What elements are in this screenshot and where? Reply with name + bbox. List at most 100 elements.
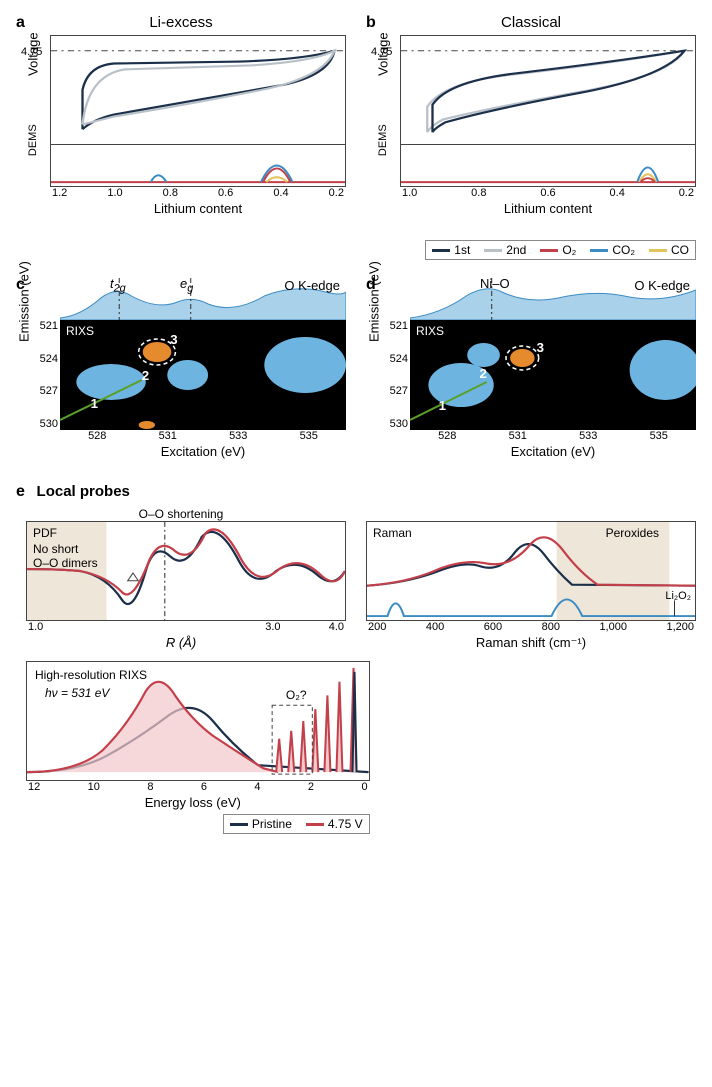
svg-text:1: 1 [439,398,446,413]
tick: 535 [650,430,668,442]
panel-e-title: Local probes [37,483,130,500]
tick: 1.0 [107,187,122,199]
tick: 0.2 [679,187,694,199]
legend-e: Pristine 4.75 V [223,814,370,834]
chart-a-voltage: Voltage 4.75 [50,35,346,145]
ticks-c-y: 521 524 527 530 [30,320,58,430]
panel-b-label: b [366,14,376,32]
tick: 3.0 [265,621,280,633]
svg-text:3: 3 [537,340,544,355]
tick: 527 [380,385,408,397]
ticks-c-x: 528 531 533 535 [60,430,346,442]
tick: 521 [30,320,58,332]
oo-short-label: O–O shortening [16,507,346,521]
okedge-label-d: O K-edge [634,278,690,293]
tick: 10 [88,781,100,793]
o2q-label: O₂? [286,688,307,702]
tick: 0.2 [329,187,344,199]
row-cd: c t2g eg O K-edge 521 524 527 530 [16,278,696,459]
panel-b: b Classical Voltage 4.75 DEMS [366,16,696,216]
legend-item: O₂ [540,243,576,257]
hrrixs-tag: High-resolution RIXS [35,668,147,682]
pdf-note1: No short [33,542,78,556]
ticks-d-x: 528 531 533 535 [410,430,696,442]
panel-c: c t2g eg O K-edge 521 524 527 530 [16,278,346,459]
tick: 6 [201,781,207,793]
t2g-label: t2g [110,276,126,295]
panel-d: d Ni–O O K-edge 521 524 527 530 Emission… [366,278,696,459]
tick: 8 [147,781,153,793]
legend-ab: 1st2ndO₂CO₂CO [425,240,696,260]
tick: 400 [426,621,444,633]
pdf-chart: O–O shortening PDF No short O–O dimers 1… [16,507,346,651]
tick: 0.4 [610,187,625,199]
panel-e: e Local probes O–O shortening PDF No sho… [16,483,696,834]
pdf-note2: O–O dimers [33,556,98,570]
ticks-a-x: 1.2 1.0 0.8 0.6 0.4 0.2 [50,187,346,199]
panel-a: a Li-excess Voltage 4.75 DEMS [16,16,346,216]
axis-d-x: Excitation (eV) [410,444,696,459]
row-ab: a Li-excess Voltage 4.75 DEMS [16,16,696,216]
tick: 0.8 [471,187,486,199]
tick: 800 [542,621,560,633]
panel-a-label: a [16,14,25,32]
axis-b-dems: DEMS [377,124,389,156]
tick: 1,200 [666,621,694,633]
raman-chart: Raman Peroxides Li₂O₂ 200 400 600 800 1,… [366,507,696,651]
li2o2-label: Li₂O₂ [665,590,691,602]
rixs-label-c: RIXS [66,324,94,338]
pdf-tag: PDF [33,526,57,540]
hrrixs-xlabel: Energy loss (eV) [16,795,370,810]
tick: 530 [30,418,58,430]
okedge-label-c: O K-edge [284,278,340,293]
tick-475: 4.75 [21,46,42,58]
ticks-d-y: 521 524 527 530 [380,320,408,430]
hrrixs-chart: High-resolution RIXS hν = 531 eV O₂? 12 … [16,661,370,834]
okedge-d: Ni–O O K-edge [410,278,696,320]
panel-b-title: Classical [366,14,696,31]
okedge-c: t2g eg O K-edge [60,278,346,320]
raman-tag: Raman [373,526,412,540]
panel-a-title: Li-excess [16,14,346,31]
chart-a-dems: DEMS [50,145,346,187]
tick: 0.6 [540,187,555,199]
tick: 533 [579,430,597,442]
hv-label: hν = 531 eV [45,686,109,700]
eg-label: eg [180,276,193,295]
perox-label: Peroxides [606,526,659,540]
axis-d-y: Emission (eV) [367,261,382,342]
tick: 1.0 [402,187,417,199]
svg-text:3: 3 [170,332,177,347]
svg-text:2: 2 [142,368,149,383]
svg-text:2: 2 [479,366,486,381]
nio-label: Ni–O [480,276,510,291]
rixs-label-d: RIXS [416,324,444,338]
panel-e-label: e [16,483,25,500]
tick: 524 [30,353,58,365]
tick: 524 [380,353,408,365]
tick: 1.2 [52,187,67,199]
tick: 521 [380,320,408,332]
chart-b-dems: DEMS [400,145,696,187]
tick: 2 [308,781,314,793]
tick: 531 [509,430,527,442]
legend-charged: 4.75 V [306,817,363,831]
tick: 600 [484,621,502,633]
tick: 527 [30,385,58,397]
hrrixs-ticks: 12 10 8 6 4 2 0 [26,781,370,793]
axis-b-xlabel: Lithium content [400,201,696,216]
raman-ticks: 200 400 600 800 1,000 1,200 [366,621,696,633]
tick: 0.4 [273,187,288,199]
axis-a-dems: DEMS [27,124,39,156]
tick: 0.8 [163,187,178,199]
tick: 200 [368,621,386,633]
svg-text:1: 1 [91,396,98,411]
tick: 528 [438,430,456,442]
pdf-xlabel: R (Å) [16,635,346,650]
tick: 530 [380,418,408,430]
pdf-ticks: 1.0 3.0 4.0 [26,621,346,633]
tick: 1,000 [599,621,627,633]
tick: 535 [300,430,318,442]
tick: 12 [28,781,40,793]
tick: 533 [229,430,247,442]
